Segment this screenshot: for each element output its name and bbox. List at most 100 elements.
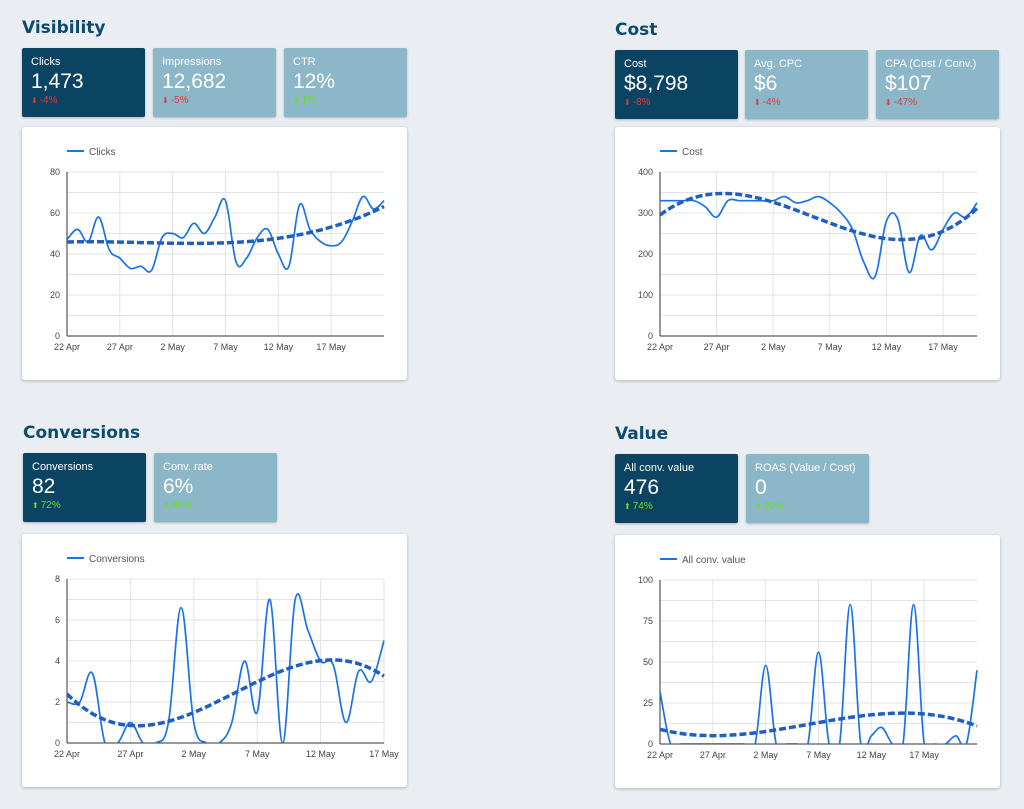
kpi-label: Clicks (31, 56, 136, 69)
arrow-up-icon: ⬆ (624, 502, 631, 511)
arrow-up-icon: ⬆ (755, 502, 762, 511)
kpi-all-conv-value[interactable]: All conv. value 476 ⬆ 74% (615, 454, 738, 523)
kpi-cost[interactable]: Cost $8,798 ⬇ -8% (615, 50, 738, 119)
kpi-roas[interactable]: ROAS (Value / Cost) 0 ⬆ 70% (746, 454, 869, 523)
x-tick-label: 22 Apr (54, 749, 80, 759)
kpi-ctr[interactable]: CTR 12% ⬆ 1% (284, 48, 407, 117)
kpi-cpa[interactable]: CPA (Cost / Conv.) $107 ⬇ -47% (876, 50, 999, 119)
kpi-conversions[interactable]: Conversions 82 ⬆ 72% (23, 453, 146, 522)
kpi-delta: ⬇ -4% (754, 97, 859, 109)
x-tick-label: 17 May (909, 750, 939, 760)
kpi-delta: ⬇ -47% (885, 97, 990, 109)
x-tick-label: 12 May (264, 342, 294, 352)
legend-label: Cost (682, 147, 703, 158)
x-tick-label: 2 May (160, 342, 185, 352)
y-tick-label: 50 (643, 657, 653, 667)
kpi-delta: ⬆ 72% (32, 500, 137, 512)
kpi-conv-rate[interactable]: Conv. rate 6% ⬆ 80% (154, 453, 277, 522)
legend[interactable]: Cost (660, 147, 703, 158)
kpi-clicks[interactable]: Clicks 1,473 ⬇ -4% (22, 48, 145, 117)
kpi-value: $8,798 (624, 72, 729, 96)
x-tick-label: 2 May (753, 750, 778, 760)
kpi-value: 476 (624, 476, 729, 500)
section-title: Value (615, 424, 668, 444)
y-tick-label: 100 (638, 575, 653, 585)
y-tick-label: 4 (55, 656, 60, 666)
clicks-chart-card: Clicks 0 20 40 60 80 22 Apr 27 Apr 2 May 7 May 12 … (22, 127, 407, 380)
value-chart-card: All conv. value 0 25 50 75 100 22 Apr 27 Apr 2 M… (615, 535, 1000, 788)
kpi-value: 1,473 (31, 70, 136, 94)
x-tick-label: 17 May (369, 749, 399, 759)
kpi-delta: ⬇ -4% (31, 95, 136, 107)
arrow-up-icon: ⬆ (163, 501, 170, 510)
kpi-avg-cpc[interactable]: Avg. CPC $6 ⬇ -4% (745, 50, 868, 119)
kpi-delta: ⬆ 1% (293, 95, 398, 107)
legend[interactable]: All conv. value (660, 555, 746, 566)
kpi-label: CPA (Cost / Conv.) (885, 58, 990, 71)
x-tick-label: 22 Apr (647, 342, 673, 352)
x-tick-label: 27 Apr (117, 749, 143, 759)
arrow-down-icon: ⬇ (162, 96, 169, 105)
y-tick-label: 80 (50, 167, 60, 177)
cost-chart: Cost 0 100 200 300 400 22 Apr 27 Apr 2 May 7 May 1… (615, 127, 1000, 380)
kpi-value: 12,682 (162, 70, 267, 94)
x-tick-label: 12 May (306, 749, 336, 759)
x-tick-label: 17 May (928, 342, 958, 352)
y-tick-label: 60 (50, 208, 60, 218)
x-tick-label: 17 May (316, 342, 346, 352)
legend-label: Conversions (89, 554, 145, 565)
legend[interactable]: Clicks (67, 147, 116, 158)
kpi-value: $107 (885, 72, 990, 96)
x-tick-label: 12 May (857, 750, 887, 760)
x-tick-label: 27 Apr (704, 342, 730, 352)
x-tick-label: 7 May (806, 750, 831, 760)
kpi-value: $6 (754, 72, 859, 96)
kpi-label: CTR (293, 56, 398, 69)
trend-line (67, 660, 384, 726)
arrow-down-icon: ⬇ (885, 98, 892, 107)
y-tick-label: 0 (55, 331, 60, 341)
kpi-value: 82 (32, 475, 137, 499)
kpi-label: ROAS (Value / Cost) (755, 462, 860, 475)
x-tick-label: 27 Apr (107, 342, 133, 352)
kpi-delta: ⬇ -5% (162, 95, 267, 107)
y-tick-label: 75 (643, 616, 653, 626)
kpi-label: Impressions (162, 56, 267, 69)
legend[interactable]: Conversions (67, 554, 145, 565)
conversions-chart: Conversions 0 2 4 6 8 22 Apr 27 Apr 2 May 7 May 12… (22, 534, 407, 787)
y-tick-label: 2 (55, 697, 60, 707)
arrow-up-icon: ⬆ (293, 96, 300, 105)
clicks-chart: Clicks 0 20 40 60 80 22 Apr 27 Apr 2 May 7 May 12 … (22, 127, 407, 380)
series-line[interactable] (67, 594, 384, 750)
y-tick-label: 100 (638, 290, 653, 300)
kpi-label: Avg. CPC (754, 58, 859, 71)
y-tick-label: 400 (638, 167, 653, 177)
y-tick-label: 0 (648, 739, 653, 749)
kpi-impressions[interactable]: Impressions 12,682 ⬇ -5% (153, 48, 276, 117)
y-tick-label: 6 (55, 615, 60, 625)
kpi-delta: ⬇ -8% (624, 97, 729, 109)
y-tick-label: 20 (50, 290, 60, 300)
x-tick-label: 7 May (213, 342, 238, 352)
kpi-label: Conv. rate (163, 461, 268, 474)
conversions-chart-card: Conversions 0 2 4 6 8 22 Apr 27 Apr 2 May 7 May 12… (22, 534, 407, 787)
kpi-label: Cost (624, 58, 729, 71)
x-tick-label: 12 May (872, 342, 902, 352)
x-tick-label: 7 May (245, 749, 270, 759)
trend-line (660, 194, 977, 240)
kpi-delta: ⬆ 74% (624, 501, 729, 513)
arrow-down-icon: ⬇ (754, 98, 761, 107)
y-tick-label: 8 (55, 574, 60, 584)
kpi-delta: ⬆ 70% (755, 501, 860, 513)
x-tick-label: 22 Apr (54, 342, 80, 352)
legend-label: All conv. value (682, 555, 746, 566)
cost-chart-card: Cost 0 100 200 300 400 22 Apr 27 Apr 2 May 7 May 1… (615, 127, 1000, 380)
value-chart: All conv. value025507510022 Apr 27 Apr 2 M… (615, 535, 1000, 788)
kpi-value: 0 (755, 476, 860, 500)
kpi-delta: ⬆ 80% (163, 500, 268, 512)
kpi-label: All conv. value (624, 462, 729, 475)
section-title: Cost (615, 20, 657, 40)
y-tick-label: 0 (55, 738, 60, 748)
section-title: Visibility (22, 18, 106, 38)
y-tick-label: 200 (638, 249, 653, 259)
